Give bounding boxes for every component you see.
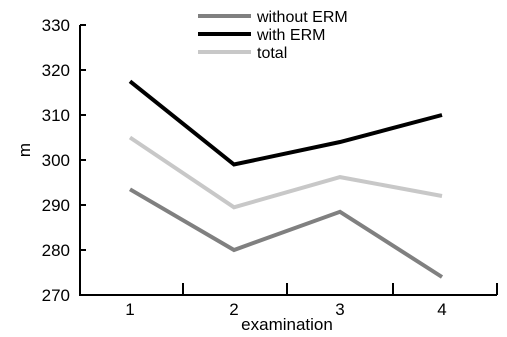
- y-tick-label: 280: [42, 241, 70, 260]
- series-line-2: [128, 79, 443, 167]
- y-axis-label: m: [15, 143, 34, 157]
- legend-label: with ERM: [256, 27, 325, 44]
- x-axis-ticks: 1 2 3 4: [125, 283, 498, 319]
- x-tick-label: 1: [125, 300, 134, 319]
- y-tick-label: 270: [42, 286, 70, 305]
- y-tick-label: 300: [42, 151, 70, 170]
- x-tick-label: 2: [229, 300, 238, 319]
- legend-item: total: [198, 45, 287, 62]
- y-tick-label: 330: [42, 16, 70, 35]
- y-tick-label: 290: [42, 196, 70, 215]
- y-axis-ticks: 270 280 290 300 310 320 330: [42, 16, 86, 305]
- series-line-1: [128, 187, 444, 279]
- y-tick-label: 310: [42, 106, 70, 125]
- x-tick-label: 3: [335, 300, 344, 319]
- legend-label: without ERM: [256, 9, 348, 26]
- series-layer: [128, 79, 444, 279]
- legend-label: total: [257, 45, 287, 62]
- legend-item: with ERM: [198, 27, 325, 44]
- x-tick-label: 4: [437, 300, 446, 319]
- y-tick-label: 320: [42, 61, 70, 80]
- x-axis-label: examination: [241, 315, 333, 334]
- series-line-3: [128, 135, 443, 210]
- legend-item: without ERM: [198, 9, 348, 26]
